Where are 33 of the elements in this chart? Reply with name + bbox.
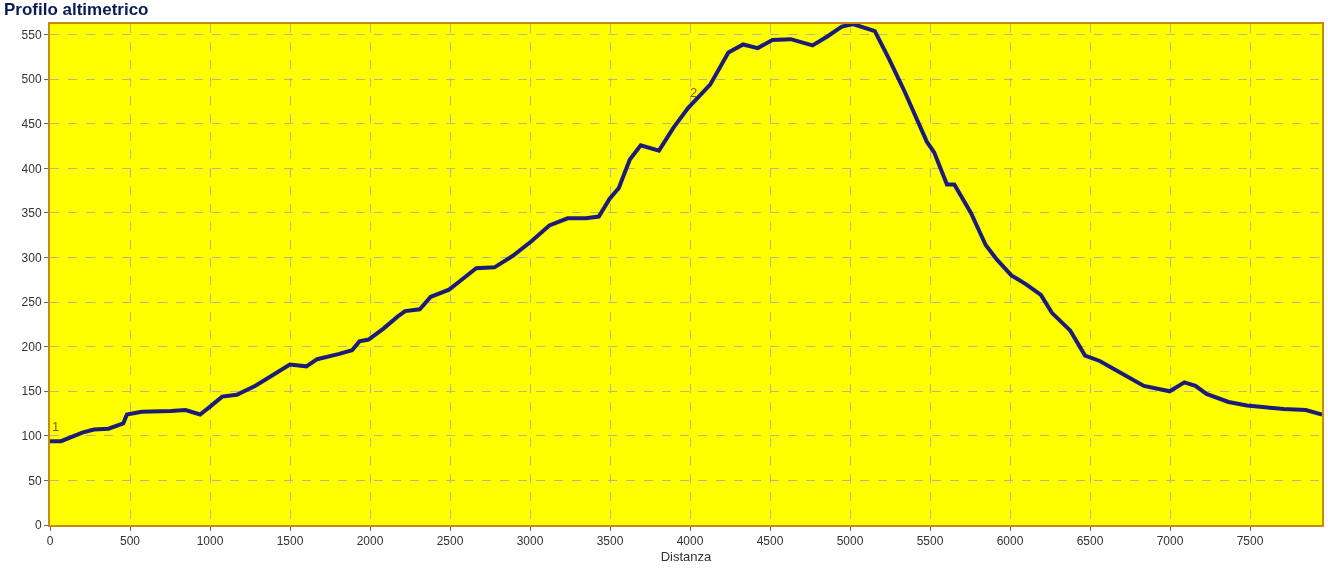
y-tick-label: 150 <box>21 384 42 399</box>
x-tick-label: 5500 <box>916 534 944 549</box>
annotation: 2 <box>690 85 698 100</box>
x-tick-label: 6500 <box>1076 534 1104 549</box>
x-axis-title: Distanza <box>660 548 713 564</box>
x-tick-label: 7500 <box>1236 534 1264 549</box>
x-tick-label: 7000 <box>1156 534 1184 549</box>
x-tick-label: 3000 <box>516 534 544 549</box>
line-series <box>50 24 1322 444</box>
y-tick-label: 500 <box>21 72 42 87</box>
x-tick-label: 0 <box>46 534 54 549</box>
x-tick-label: 1500 <box>276 534 304 549</box>
x-tick-label: 4000 <box>676 534 704 549</box>
y-tick-label: 350 <box>21 206 42 221</box>
x-tick-label: 2000 <box>356 534 384 549</box>
y-tick-label: 0 <box>34 518 42 533</box>
x-tick-label: 1000 <box>196 534 224 549</box>
x-tick-label: 5000 <box>836 534 864 549</box>
y-tick-label: 250 <box>21 295 42 310</box>
y-tick-label: 400 <box>21 161 42 176</box>
annotation: 1 <box>52 419 60 434</box>
y-tick-label: 100 <box>21 429 42 444</box>
x-tick-label: 3500 <box>596 534 624 549</box>
y-tick-label: 550 <box>21 27 42 42</box>
x-tick-label: 6000 <box>996 534 1024 549</box>
x-tick-label: 2500 <box>436 534 464 549</box>
y-tick-label: 50 <box>28 473 42 488</box>
y-tick-label: 300 <box>21 250 42 265</box>
y-tick-label: 450 <box>21 117 42 132</box>
x-tick-label: 4500 <box>756 534 784 549</box>
chart-title: Profilo altimetrico <box>3 0 149 19</box>
x-tick-label: 500 <box>119 534 141 549</box>
y-tick-label: 200 <box>21 339 42 354</box>
